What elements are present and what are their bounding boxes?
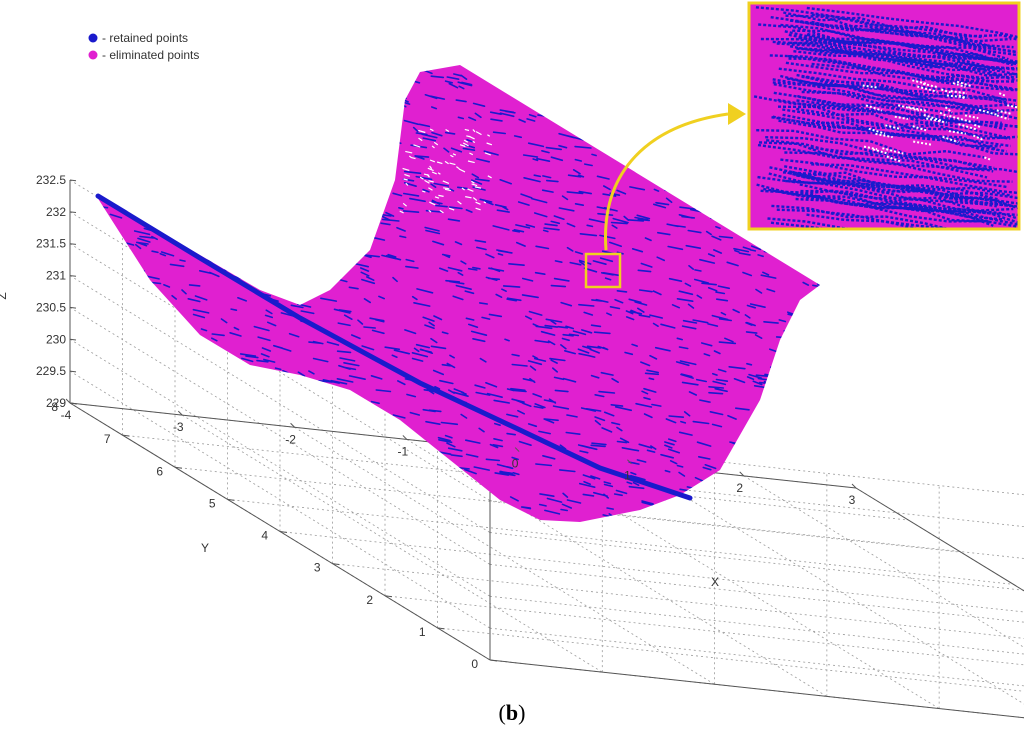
z-axis-label: Z bbox=[0, 292, 9, 299]
x-tick-label: 0 bbox=[512, 457, 519, 471]
x-axis-label: X bbox=[711, 575, 719, 589]
z-tick-labels: 229 229.5 230 230.5 231 231.5 232 232.5 bbox=[36, 173, 77, 410]
z-tick-label: 230 bbox=[46, 332, 66, 346]
y-tick-labels: 0 1 2 3 4 5 6 7 8 bbox=[51, 400, 498, 671]
x-tick-label: -1 bbox=[398, 444, 409, 458]
legend: - retained points - eliminated points bbox=[88, 31, 199, 62]
z-tick-label: 232.5 bbox=[36, 173, 66, 187]
point-cloud-surface bbox=[95, 65, 820, 522]
y-tick-label: 4 bbox=[261, 529, 268, 543]
legend-marker-retained bbox=[88, 33, 98, 43]
y-axis-label: Y bbox=[201, 541, 209, 555]
z-tick-label: 230.5 bbox=[36, 300, 66, 314]
y-tick-label: 2 bbox=[366, 593, 373, 607]
z-tick-label: 232 bbox=[46, 205, 66, 219]
x-tick-label: 2 bbox=[736, 481, 743, 495]
x-tick-labels: -4 -3 -2 -1 0 1 2 3 bbox=[61, 398, 857, 507]
figure-caption: (b) bbox=[498, 700, 526, 725]
z-tick-label: 231 bbox=[46, 269, 66, 283]
y-tick-label: 7 bbox=[104, 432, 111, 446]
z-tick-label: 229 bbox=[46, 396, 66, 410]
y-tick-label: 1 bbox=[419, 625, 426, 639]
arrowhead-icon bbox=[728, 103, 746, 125]
inset-sparse-patch bbox=[862, 79, 1018, 163]
y-tick-label: 8 bbox=[51, 400, 58, 414]
y-tick-label: 3 bbox=[314, 561, 321, 575]
zoom-arrow bbox=[604, 112, 729, 251]
sparse-patch bbox=[399, 128, 493, 214]
y-tick-label: 0 bbox=[471, 657, 478, 671]
x-tick-label: 1 bbox=[624, 469, 631, 483]
zoom-region-box bbox=[584, 252, 622, 289]
y-tick-label: 5 bbox=[209, 496, 216, 510]
z-tick-label: 231.5 bbox=[36, 237, 66, 251]
legend-label-eliminated: - eliminated points bbox=[102, 48, 199, 62]
legend-marker-eliminated bbox=[88, 50, 98, 60]
x-tick-label: -4 bbox=[61, 408, 72, 422]
z-tick-label: 229.5 bbox=[36, 364, 66, 378]
y-tick-label: 6 bbox=[156, 464, 163, 478]
x-tick-label: 3 bbox=[849, 493, 856, 507]
inset-retained-points bbox=[753, 6, 1018, 228]
x-tick-label: -2 bbox=[285, 432, 296, 446]
zoom-inset bbox=[747, 1, 1021, 231]
legend-label-retained: - retained points bbox=[102, 31, 188, 45]
x-tick-label: -3 bbox=[173, 420, 184, 434]
